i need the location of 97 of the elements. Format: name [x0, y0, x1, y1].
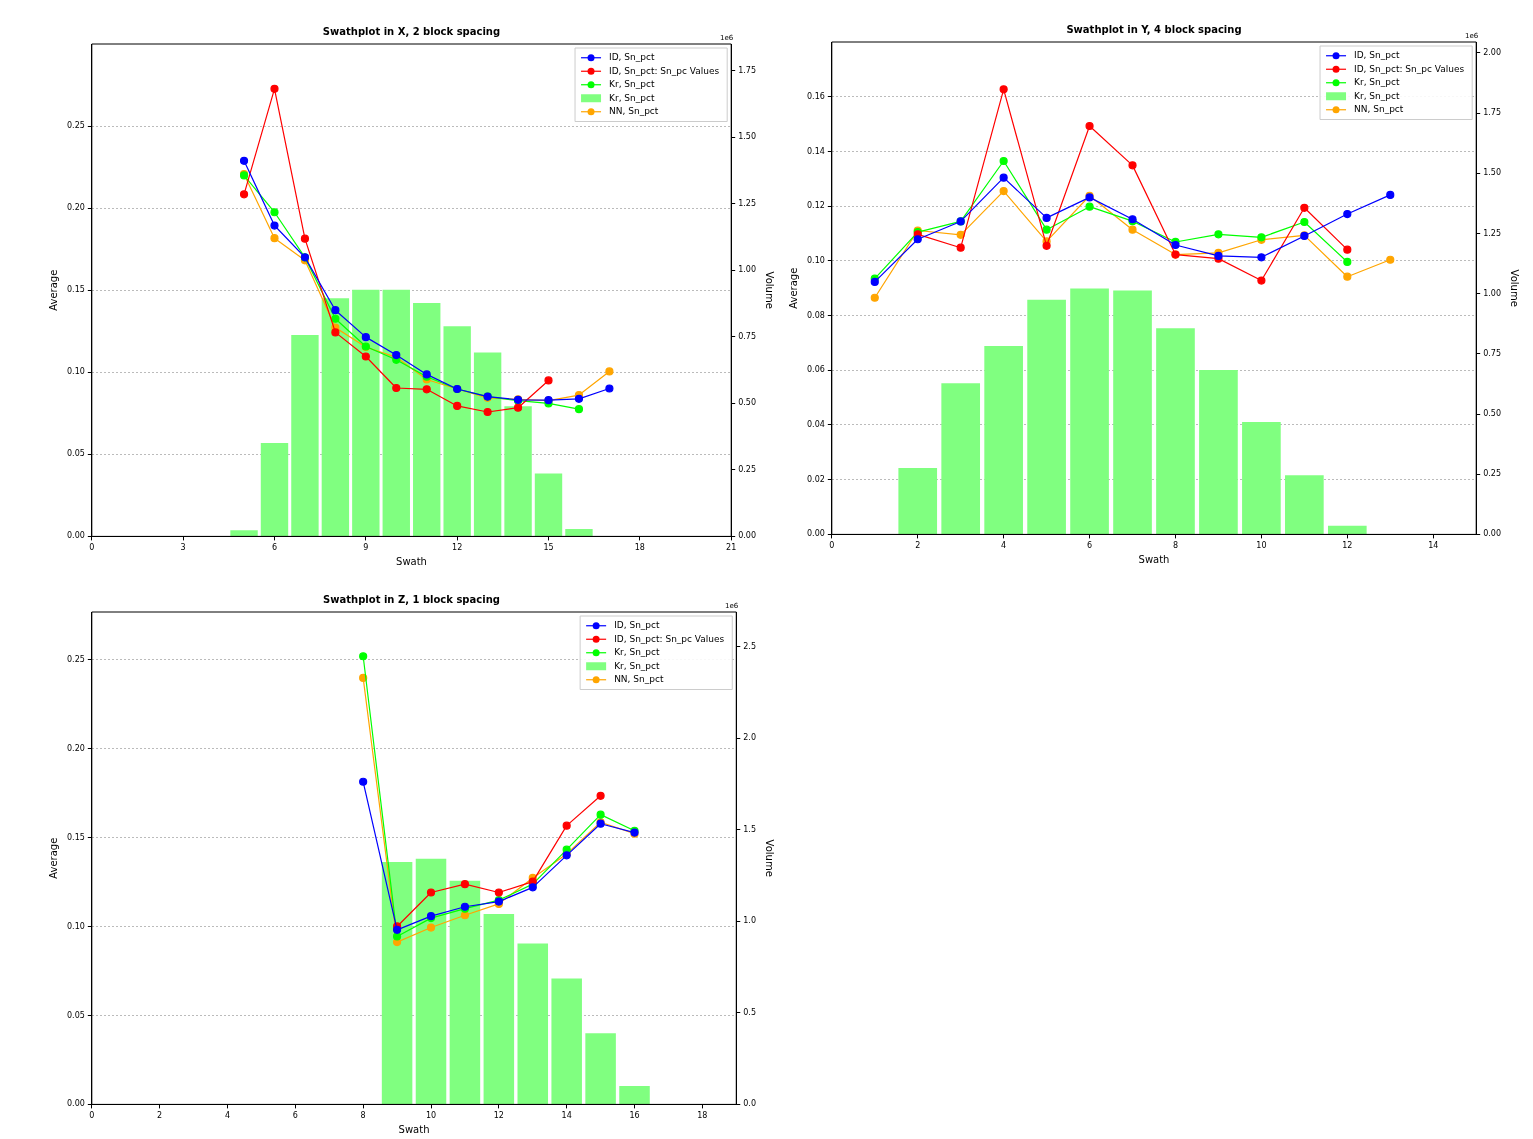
legend-label: NN, Sn_pct	[614, 674, 664, 685]
x-tick-label: 14	[1428, 541, 1439, 551]
y-tick-label: 0.10	[807, 255, 825, 265]
y2-tick-label: 0.0	[743, 1099, 757, 1109]
x-tick-label: 10	[1256, 541, 1267, 551]
y-tick-label: 0.08	[807, 310, 825, 320]
x-axis-title: Swath	[1138, 553, 1170, 565]
y2-tick-label: 0.25	[1483, 469, 1501, 479]
y-tick-label: 0.10	[67, 921, 85, 931]
y2-tick-label: 0.50	[738, 398, 756, 408]
y-tick-label: 0.02	[807, 474, 825, 484]
x-tick-label: 2	[157, 1111, 163, 1121]
y-axis-title: Average	[47, 837, 59, 879]
x-tick-label: 18	[634, 543, 645, 553]
x-tick-label: 12	[1342, 541, 1353, 551]
x-tick-label: 21	[726, 543, 737, 553]
x-tick-label: 18	[697, 1111, 708, 1121]
x-tick-label: 8	[1172, 541, 1179, 551]
x-tick-label: 4	[1001, 541, 1007, 551]
y-tick-label: 0.05	[67, 449, 85, 459]
legend-label: ID, Sn_pct	[1354, 50, 1400, 61]
x-tick-label: 6	[1087, 541, 1093, 551]
legend-label: Kr, Sn_pct	[1354, 90, 1400, 101]
y-tick-label: 0.16	[807, 91, 825, 101]
y-tick-label: 0.20	[67, 203, 85, 213]
x-tick-label: 14	[561, 1111, 572, 1121]
x-tick-label: 8	[360, 1111, 366, 1121]
x-tick-label: 6	[271, 543, 278, 553]
legend-label: Kr, Sn_pct	[609, 79, 655, 90]
y2-tick-label: 1.50	[738, 132, 756, 142]
legend-label: ID, Sn_pct	[614, 620, 661, 631]
y-tick-label: 0.00	[67, 531, 85, 541]
x-tick-label: 12	[452, 543, 463, 553]
y-tick-label: 0.05	[67, 1010, 85, 1020]
x-tick-label: 0	[89, 543, 95, 553]
y2-tick-label: 1.00	[1483, 288, 1501, 298]
x-tick-label: 9	[363, 543, 369, 553]
y-tick-label: 0.00	[67, 1099, 85, 1109]
y2-tick-label: 0.75	[1483, 348, 1501, 358]
y2-axis-title: Volume	[764, 839, 776, 877]
y2-tick-label: 1.50	[1483, 168, 1501, 178]
x-tick-label: 10	[425, 1111, 437, 1121]
legend-label: NN, Sn_pct	[1354, 104, 1404, 115]
y2-tick-label: 0.5	[743, 1007, 757, 1017]
legend-label: ID, Sn_pct	[609, 52, 655, 63]
chart-title: Swathplot in X, 2 block spacing	[322, 25, 501, 37]
y-tick-label: 0.10	[67, 367, 85, 377]
y2-tick-label: 0.75	[738, 331, 756, 341]
y2-tick-label: 2.5	[743, 641, 757, 651]
chart-title: Swathplot in Y, 4 block spacing	[1066, 23, 1242, 35]
chart-title: Swathplot in Z, 1 block spacing	[323, 593, 500, 605]
x-tick-label: 6	[292, 1111, 298, 1121]
y-tick-label: 0.06	[807, 365, 825, 375]
y-tick-label: 0.00	[807, 529, 825, 539]
y2-tick-label: 2.0	[743, 733, 757, 743]
y-tick-label: 0.25	[67, 121, 85, 131]
legend-label: ID, Sn_pct: Sn_pc Values	[609, 65, 720, 76]
y-tick-label: 0.25	[67, 655, 85, 665]
x-axis-title: Swath	[398, 1123, 430, 1135]
y2-tick-label: 1.5	[743, 824, 757, 834]
x-tick-label: 15	[543, 543, 554, 553]
y-tick-label: 0.15	[67, 832, 85, 842]
y-axis-title: Average	[47, 269, 59, 311]
y-axis-title: Average	[787, 267, 799, 309]
x-tick-label: 16	[629, 1111, 640, 1121]
x-tick-label: 12	[493, 1111, 504, 1121]
y2-tick-label: 1.75	[1483, 108, 1501, 118]
y2-tick-label: 1.0	[743, 916, 757, 926]
legend-label: Kr, Sn_pct	[1354, 77, 1400, 88]
x-tick-label: 4	[224, 1111, 231, 1121]
y-tick-label: 0.20	[67, 743, 85, 753]
x-tick-label: 2	[915, 541, 921, 551]
x-tick-label: 3	[180, 543, 186, 553]
legend-label: Kr, Sn_pct	[614, 660, 661, 671]
y2-tick-label: 0.25	[738, 464, 756, 474]
legend-label: NN, Sn_pct	[609, 106, 659, 117]
y2-tick-label: 1.25	[738, 198, 756, 208]
y2-tick-label: 1.25	[1483, 228, 1501, 238]
y2-tick-label: 0.50	[1483, 409, 1501, 419]
y2-tick-label: 1.75	[738, 65, 756, 75]
x-axis-title: Swath	[396, 555, 427, 567]
legend-label: Kr, Sn_pct	[609, 92, 655, 103]
y-tick-label: 0.04	[807, 420, 825, 430]
y2-tick-label: 0.00	[1483, 529, 1501, 539]
legend-label: ID, Sn_pct: Sn_pc Values	[1354, 63, 1465, 74]
y2-tick-label: 0.00	[738, 531, 756, 541]
y2-axis-title: Volume	[1509, 269, 1521, 307]
y2-tick-label: 1.00	[738, 265, 756, 275]
x-tick-label: 0	[89, 1111, 95, 1121]
y2-axis-title: Volume	[764, 271, 776, 309]
x-tick-label: 0	[829, 541, 835, 551]
y-tick-label: 0.15	[67, 285, 85, 295]
legend-label: Kr, Sn_pct	[614, 647, 661, 658]
y2-tick-label: 2.00	[1483, 47, 1501, 57]
y-tick-label: 0.12	[807, 201, 825, 211]
legend-label: ID, Sn_pct: Sn_pc Values	[614, 633, 725, 644]
y-tick-label: 0.14	[807, 146, 825, 156]
